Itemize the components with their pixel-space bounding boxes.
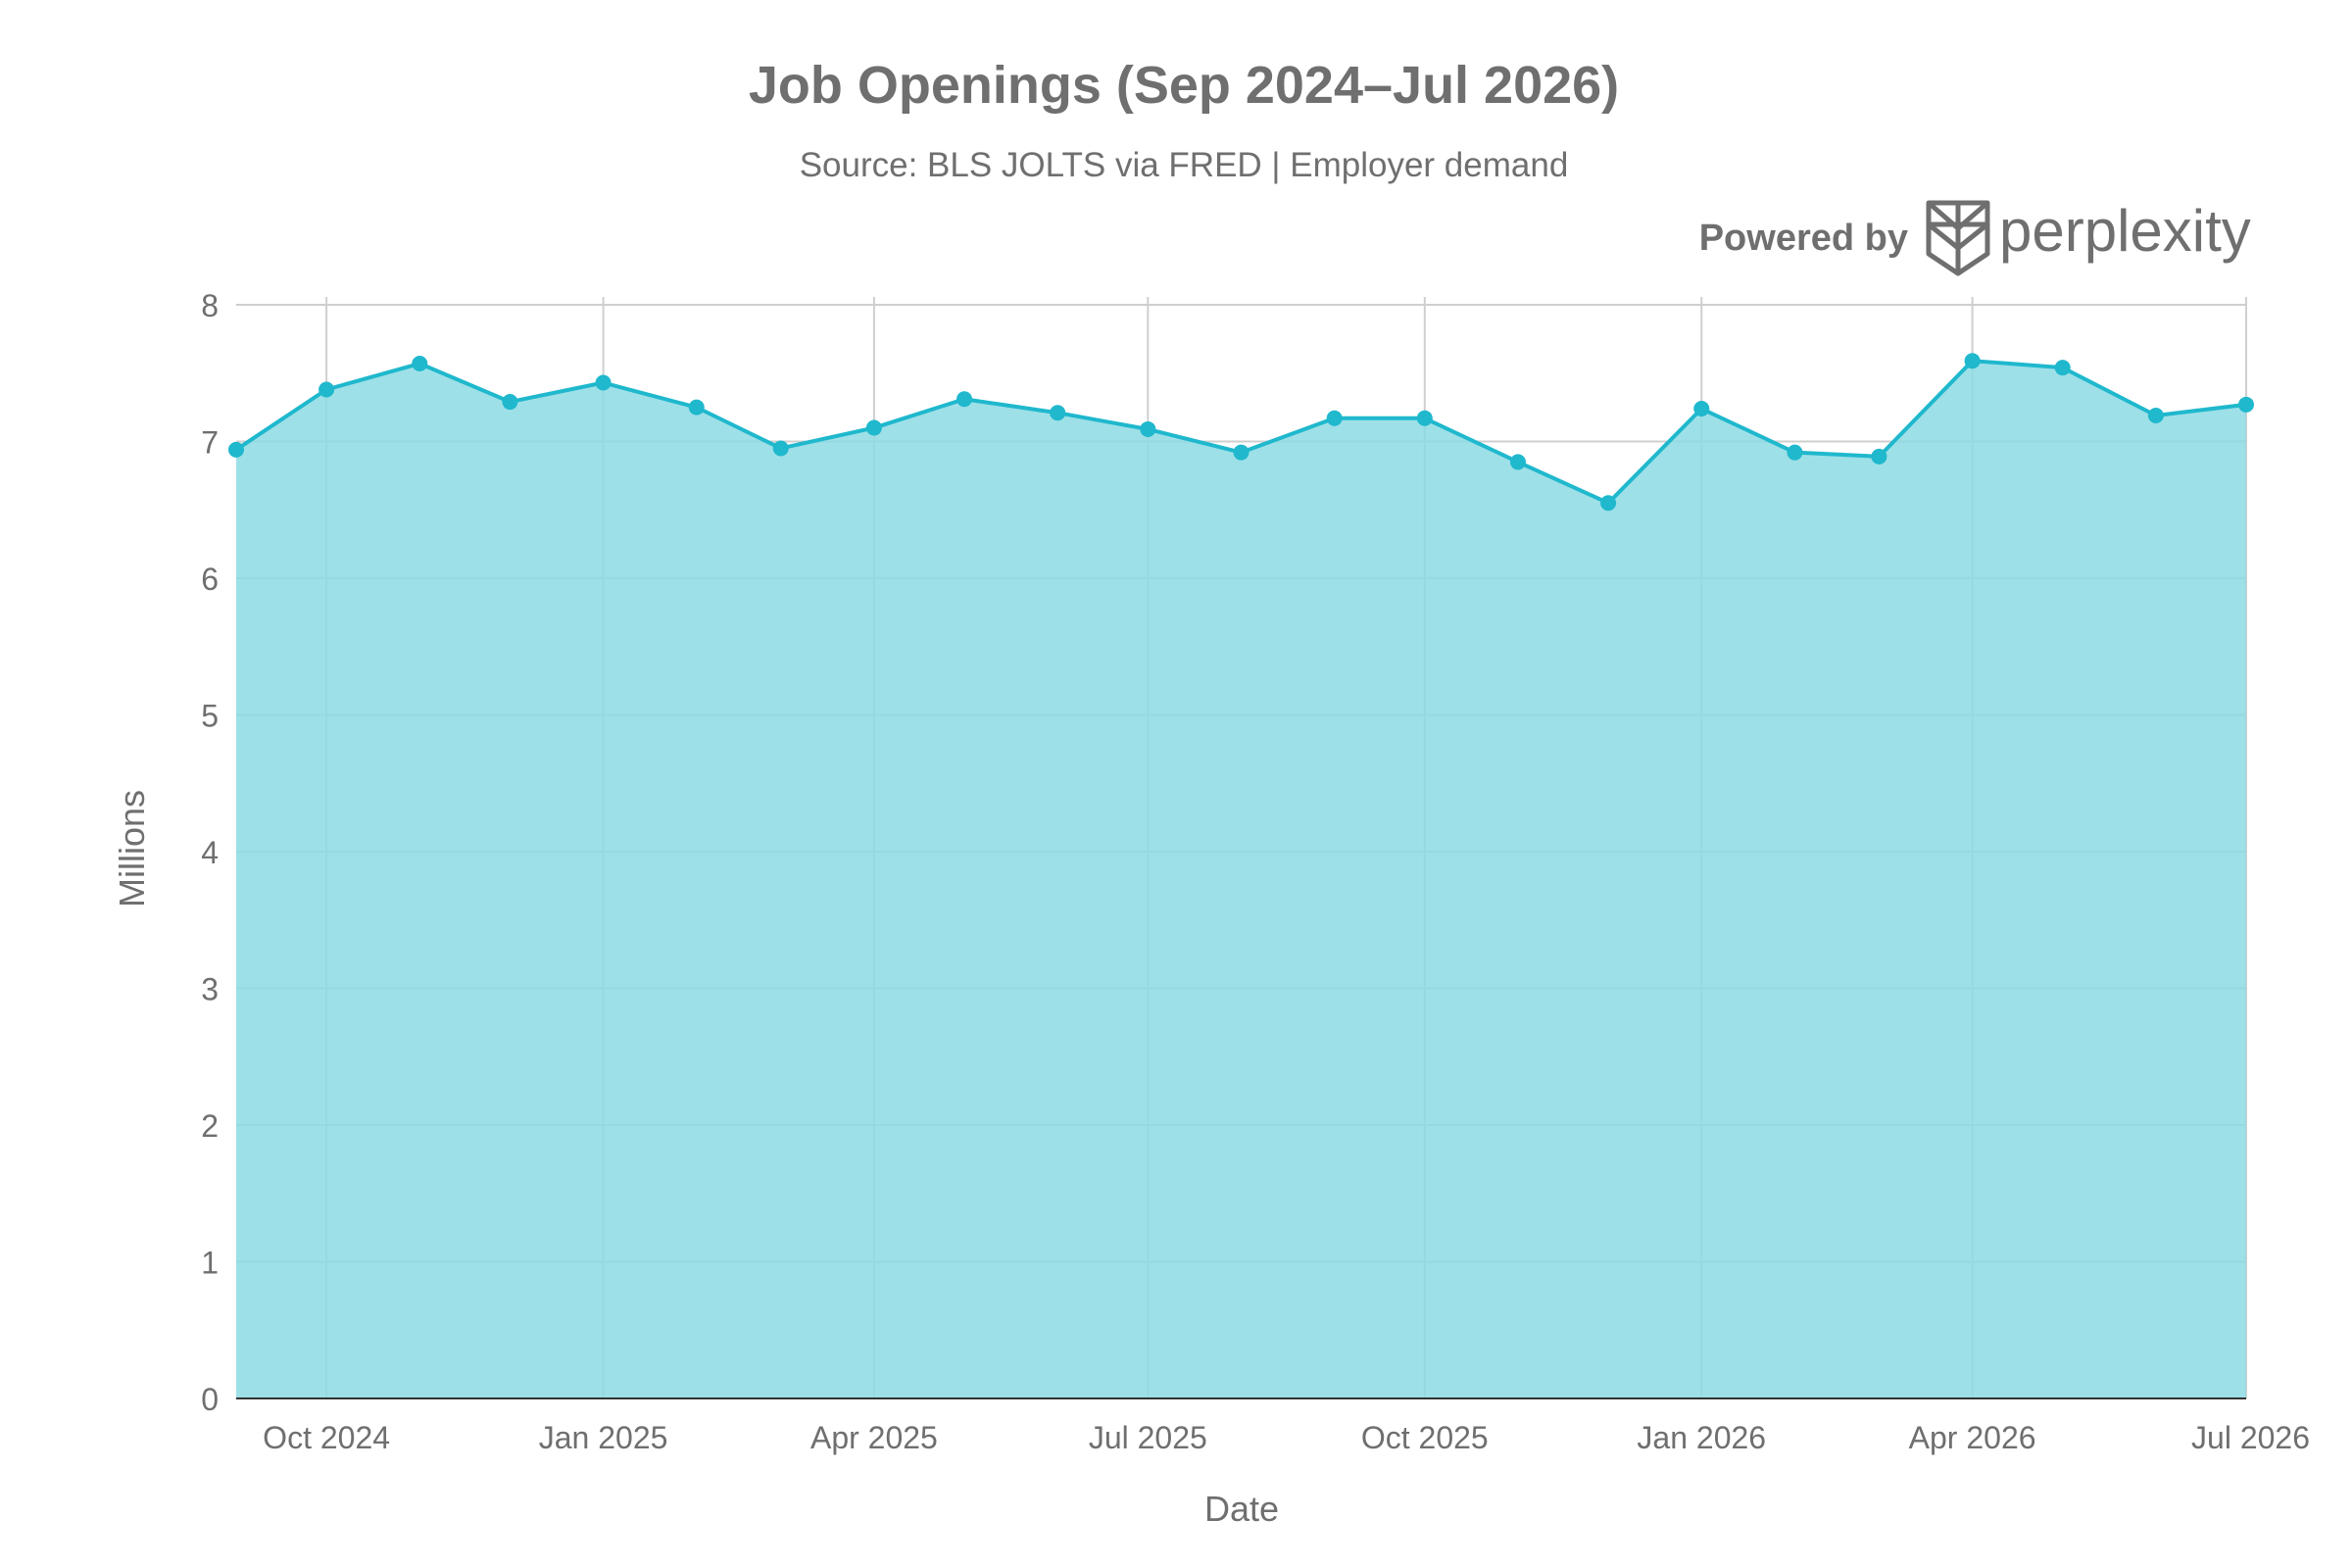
data-point <box>688 399 705 416</box>
y-tick-label: 4 <box>201 835 219 870</box>
y-tick-labels: 0 1 2 3 4 5 6 7 8 <box>201 288 219 1417</box>
perplexity-logo-icon <box>1926 200 1990 276</box>
data-point <box>1600 495 1617 512</box>
y-tick-label: 0 <box>201 1382 219 1417</box>
data-point <box>865 419 882 436</box>
x-tick-label: Apr 2026 <box>1909 1420 2036 1455</box>
data-point <box>228 441 244 458</box>
data-point <box>1326 410 1343 426</box>
y-tick-label: 8 <box>201 288 219 323</box>
data-point <box>1871 448 1887 465</box>
y-tick-label: 3 <box>201 972 219 1007</box>
area-series <box>234 359 2247 1399</box>
powered-by-badge: Powered by perplexity <box>1699 198 2251 276</box>
data-point <box>1964 353 1981 369</box>
data-points <box>228 353 2254 512</box>
data-point <box>772 440 789 457</box>
chart-title: Job Openings (Sep 2024–Jul 2026) <box>749 56 1619 115</box>
y-tick-label: 5 <box>201 699 219 734</box>
y-tick-label: 6 <box>201 562 219 597</box>
x-tick-labels: Oct 2024 Jan 2025 Apr 2025 Jul 2025 Oct 2025… <box>263 1420 2310 1455</box>
y-tick-label: 2 <box>201 1108 219 1144</box>
powered-by-label: Powered by <box>1699 218 1908 259</box>
data-point <box>2238 396 2254 413</box>
chart-subtitle: Source: BLS JOLTS via FRED | Employer de… <box>800 146 1569 184</box>
data-point <box>1050 405 1066 421</box>
x-tick-label: Oct 2024 <box>263 1420 390 1455</box>
data-point <box>1140 420 1156 437</box>
data-point <box>2147 407 2164 423</box>
y-tick-label: 7 <box>201 425 219 461</box>
x-tick-label: Jul 2026 <box>2191 1420 2310 1455</box>
data-point <box>1509 454 1526 470</box>
y-axis-label: Millions <box>112 790 152 907</box>
data-point <box>1233 444 1250 461</box>
y-tick-label: 1 <box>201 1246 219 1281</box>
data-point <box>2054 360 2071 376</box>
data-point <box>502 394 518 411</box>
data-point <box>412 355 428 371</box>
x-tick-label: Jan 2026 <box>1637 1420 1766 1455</box>
perplexity-wordmark: perplexity <box>1999 198 2251 264</box>
x-tick-label: Apr 2025 <box>810 1420 938 1455</box>
data-point <box>956 391 973 408</box>
data-point <box>318 381 335 398</box>
x-tick-label: Jan 2025 <box>539 1420 668 1455</box>
data-point <box>595 374 612 391</box>
area-fill <box>236 361 2246 1399</box>
x-axis-label: Date <box>1204 1489 1279 1529</box>
x-tick-label: Jul 2025 <box>1089 1420 1207 1455</box>
data-point <box>1693 401 1710 417</box>
x-tick-label: Oct 2025 <box>1361 1420 1489 1455</box>
data-point <box>1416 410 1433 426</box>
data-point <box>1787 444 1803 461</box>
